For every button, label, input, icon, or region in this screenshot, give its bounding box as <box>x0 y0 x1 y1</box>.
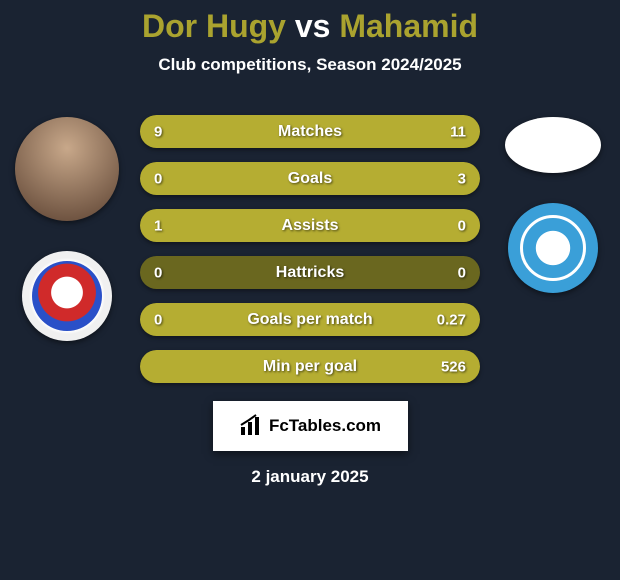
brand-box: FcTables.com <box>213 401 408 451</box>
stat-row: 0 Goals 3 <box>140 162 480 195</box>
stat-label: Min per goal <box>263 358 357 376</box>
stat-row: 1 Assists 0 <box>140 209 480 242</box>
brand-chart-icon <box>239 414 263 438</box>
player1-club-logo <box>22 251 112 341</box>
subtitle: Club competitions, Season 2024/2025 <box>158 55 461 75</box>
stat-label: Goals per match <box>247 311 372 329</box>
main-container: Dor Hugy vs Mahamid Club competitions, S… <box>0 0 620 580</box>
title-player2: Mahamid <box>339 8 478 44</box>
stat-value-left: 0 <box>154 311 162 328</box>
brand-text: FcTables.com <box>269 416 381 436</box>
stat-value-right: 526 <box>441 358 466 375</box>
title-vs: vs <box>295 8 331 44</box>
left-column <box>12 115 122 341</box>
stat-row: 9 Matches 11 <box>140 115 480 148</box>
stat-value-left: 1 <box>154 217 162 234</box>
stat-value-left: 0 <box>154 170 162 187</box>
stat-label: Hattricks <box>276 264 344 282</box>
stat-value-left: 0 <box>154 264 162 281</box>
stat-bar-left <box>140 115 293 148</box>
stat-row: 0 Goals per match 0.27 <box>140 303 480 336</box>
stat-label: Goals <box>288 170 332 188</box>
stat-row: 0 Hattricks 0 <box>140 256 480 289</box>
date-text: 2 january 2025 <box>251 467 368 487</box>
stat-value-right: 0 <box>458 264 466 281</box>
stat-label: Assists <box>282 217 339 235</box>
stat-row: Min per goal 526 <box>140 350 480 383</box>
stat-value-right: 0 <box>458 217 466 234</box>
player1-avatar <box>15 117 119 221</box>
page-title: Dor Hugy vs Mahamid <box>142 8 478 45</box>
club-logo-icon <box>520 215 586 281</box>
stat-label: Matches <box>278 123 342 141</box>
right-column <box>498 115 608 293</box>
title-player1: Dor Hugy <box>142 8 286 44</box>
stats-bars: 9 Matches 11 0 Goals 3 1 Assists 0 0 Hattricks 0 0 Go… <box>140 115 480 383</box>
stat-value-left: 9 <box>154 123 162 140</box>
player2-club-logo <box>508 203 598 293</box>
stat-value-right: 0.27 <box>437 311 466 328</box>
stat-value-right: 11 <box>450 123 466 140</box>
player2-avatar <box>505 117 601 173</box>
stat-value-right: 3 <box>458 170 466 187</box>
content-row: 9 Matches 11 0 Goals 3 1 Assists 0 0 Hattricks 0 0 Go… <box>0 115 620 383</box>
club-logo-icon <box>32 261 102 331</box>
